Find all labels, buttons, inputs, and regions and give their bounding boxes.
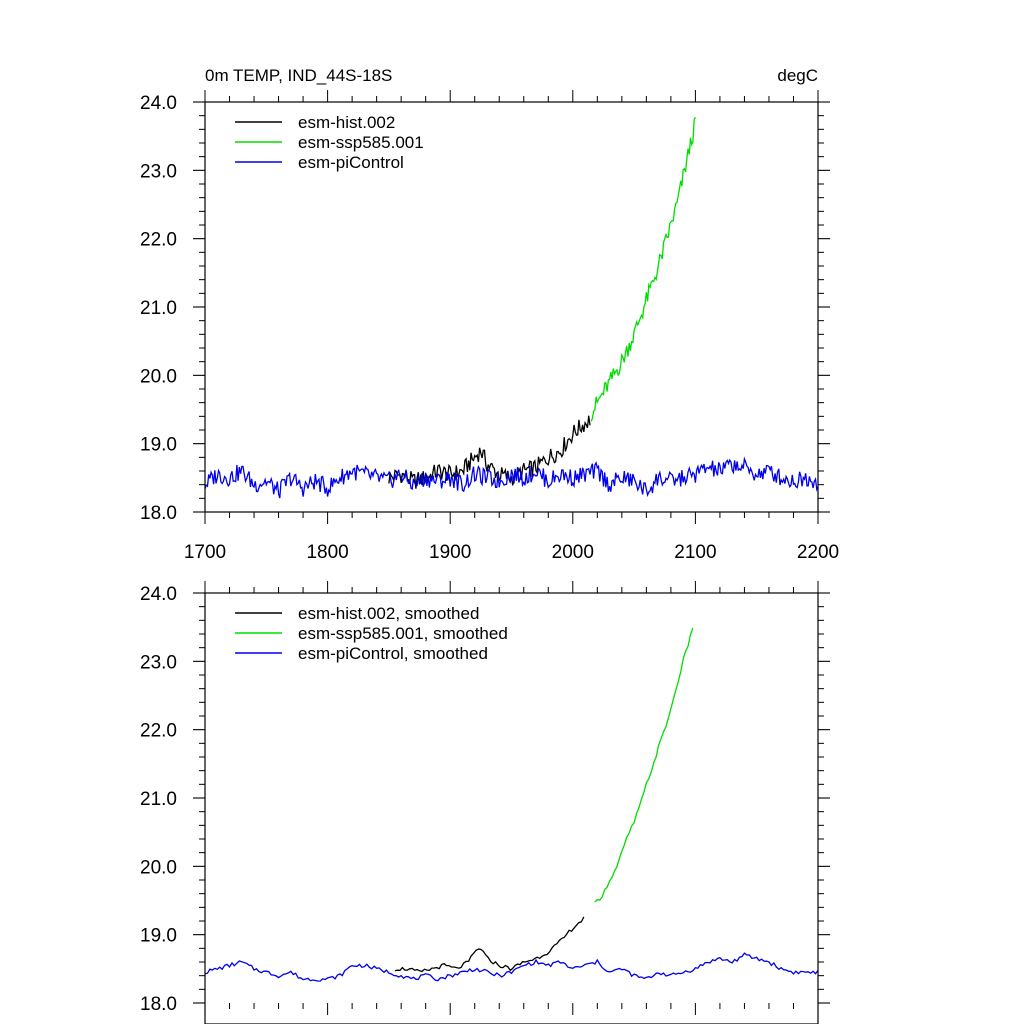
top-x-tick-label: 1700 <box>184 542 226 563</box>
top-x-tick-label: 1800 <box>306 542 348 563</box>
top-legend-label-picontrol: esm-piControl <box>298 153 404 172</box>
chart-title: 0m TEMP, IND_44S-18S <box>205 66 392 85</box>
bottom-legend-label-ssp: esm-ssp585.001, smoothed <box>298 624 508 643</box>
top-y-tick-label: 23.0 <box>140 161 177 182</box>
top-y-tick-label: 21.0 <box>140 298 177 319</box>
top-legend-label-ssp: esm-ssp585.001 <box>298 133 424 152</box>
bottom-y-tick-label: 24.0 <box>140 584 177 605</box>
bottom-y-tick-label: 23.0 <box>140 652 177 673</box>
bottom-y-tick-label: 22.0 <box>140 721 177 742</box>
top-y-tick-label: 18.0 <box>140 503 177 524</box>
bottom-y-tick-label: 19.0 <box>140 926 177 947</box>
top-x-tick-label: 1900 <box>429 542 471 563</box>
bottom-y-tick-label: 21.0 <box>140 789 177 810</box>
top-panel: 18.0 19.0 20.0 21.0 22.0 23.0 24.0 1700 1800 1900… <box>140 90 839 563</box>
top-series-layer <box>205 116 818 499</box>
top-plot-frame <box>204 101 819 513</box>
bottom-panel: 18.0 19.0 20.0 21.0 22.0 23.0 24.0 esm-hist.00… <box>140 581 830 1024</box>
bottom-legend-label-picontrol: esm-piControl, smoothed <box>298 644 488 663</box>
units-label: degC <box>777 66 818 85</box>
top-y-tick-label: 19.0 <box>140 435 177 456</box>
bottom-ticks-layer: 18.0 19.0 20.0 21.0 22.0 23.0 24.0 <box>140 581 830 1015</box>
bottom-legend-label-hist: esm-hist.002, smoothed <box>298 604 479 623</box>
top-x-tick-label: 2200 <box>797 542 839 563</box>
bottom-series-layer <box>205 627 818 982</box>
top-y-tick-label: 24.0 <box>140 93 177 114</box>
top-legend-label-hist: esm-hist.002 <box>298 113 395 132</box>
top-x-tick-label: 2000 <box>552 542 594 563</box>
top-ticks-layer: 18.0 19.0 20.0 21.0 22.0 23.0 24.0 1700 1800 1900… <box>140 90 839 563</box>
top-series-line-ssp <box>590 116 696 422</box>
top-y-tick-label: 20.0 <box>140 366 177 387</box>
bottom-y-tick-label: 20.0 <box>140 857 177 878</box>
bottom-y-tick-label: 18.0 <box>140 994 177 1015</box>
top-y-tick-label: 22.0 <box>140 230 177 251</box>
bottom-series-line-ssp <box>594 627 694 903</box>
top-series-line-picontrol <box>205 456 818 499</box>
bottom-series-line-picontrol <box>205 952 818 982</box>
bottom-series-line-hist <box>394 916 585 973</box>
bottom-plot-frame <box>204 592 819 1024</box>
top-x-tick-label: 2100 <box>674 542 716 563</box>
